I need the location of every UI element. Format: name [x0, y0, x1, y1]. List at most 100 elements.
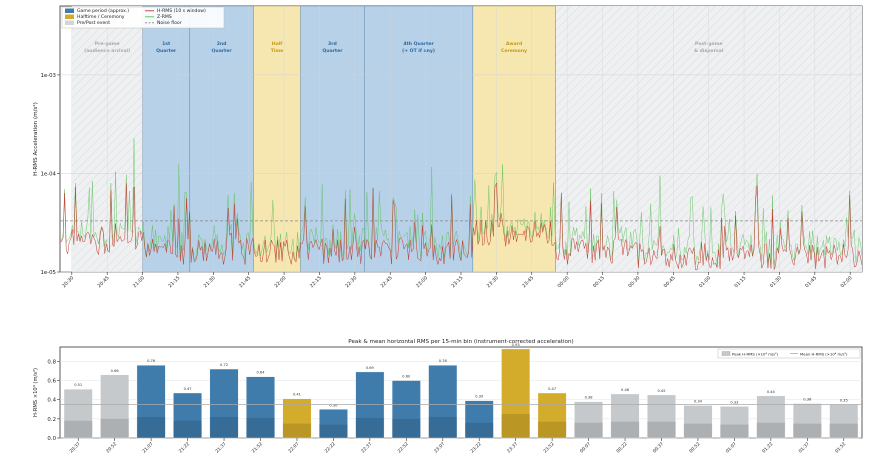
bar-data-label-21: 0.35: [840, 398, 848, 402]
x-tick-label-16: 00:30: [627, 275, 641, 289]
bar-mean-3: [173, 420, 202, 438]
x-tick-label-8: 22:30: [344, 275, 358, 289]
bar-peak-12: [501, 348, 531, 439]
bar-data-label-1: 0.66: [111, 369, 120, 373]
x-tick-label-3: 21:15: [167, 275, 181, 289]
legend-swatch-1: [65, 14, 74, 19]
bar-x-tick-label-5: 21:52: [251, 441, 264, 454]
legend-label-2: Pre/Post event: [77, 20, 110, 26]
x-tick-label-12: 23:30: [486, 275, 500, 289]
bar-x-tick-label-19: 01:22: [761, 441, 774, 454]
bar-peak-20: [792, 403, 822, 439]
bar-data-label-15: 0.46: [621, 388, 630, 392]
bar-data-label-11: 0.39: [475, 395, 484, 399]
bar-chart-title: Peak & mean horizontal RMS per 15-min bi…: [348, 339, 573, 345]
bar-data-label-12: 0.93: [512, 343, 520, 347]
bin-bar-chart: Peak & mean horizontal RMS per 15-min bi…: [33, 339, 863, 454]
period-shade-1: [142, 6, 190, 272]
x-tick-label-22: 02:00: [840, 275, 854, 289]
x-tick-label-15: 00:15: [592, 275, 606, 289]
bar-peak-11: [464, 400, 494, 439]
bar-legend-box: [717, 348, 861, 359]
bar-x-tick-label-3: 21:22: [178, 441, 191, 454]
bar-x-tick-label-11: 23:22: [469, 441, 482, 454]
bar-y-tick-label-0: 0.0: [47, 436, 56, 442]
bar-peak-19: [756, 395, 786, 439]
bar-x-tick-label-9: 22:52: [397, 441, 410, 454]
y-axis-label: H-RMS Acceleration (m/s²): [32, 102, 39, 176]
legend-swatch-2: [65, 20, 74, 25]
x-tick-label-18: 01:00: [698, 275, 712, 289]
x-tick-label-11: 23:15: [450, 275, 464, 289]
bar-x-tick-label-16: 00:37: [652, 441, 665, 454]
bar-x-tick-label-18: 01:07: [725, 441, 738, 454]
bar-peak-13: [537, 392, 567, 439]
bar-y-tick-label-3: 0.6: [47, 379, 56, 385]
x-tick-label-20: 01:30: [769, 275, 783, 289]
x-tick-label-5: 21:45: [238, 275, 252, 289]
bar-mean-12: [501, 414, 530, 438]
bar-mean-10: [428, 416, 457, 438]
bar-peak-10: [428, 365, 458, 439]
x-tick-label-13: 23:45: [521, 275, 535, 289]
bar-data-label-6: 0.41: [293, 393, 301, 397]
bar-mean-14: [574, 422, 603, 438]
bar-mean-20: [793, 423, 822, 438]
bar-x-tick-label-15: 00:22: [615, 441, 628, 454]
bar-x-tick-label-21: 01:52: [834, 441, 847, 454]
period-shade-6: [472, 6, 556, 272]
period-label-6-0: Award: [506, 41, 522, 47]
x-tick-label-9: 22:45: [380, 275, 394, 289]
legend-label-5: Noise floor: [157, 20, 182, 26]
bar-x-tick-label-1: 20:52: [105, 441, 118, 454]
bar-data-label-3: 0.47: [184, 387, 192, 391]
period-label-5-1: (+ OT if any): [402, 48, 435, 54]
bar-peak-17: [683, 405, 713, 439]
x-tick-label-19: 01:15: [733, 275, 747, 289]
bar-mean-16: [647, 421, 676, 438]
period-shade-3: [253, 6, 301, 272]
h-rms-series-line: [59, 182, 863, 270]
bar-data-label-4: 0.72: [220, 363, 228, 367]
time-series-chart: Pre-game(audience arrival)1stQuarter2ndQ…: [32, 5, 863, 289]
bar-y-tick-label-2: 0.4: [47, 398, 56, 404]
bar-peak-8: [355, 371, 385, 439]
x-tick-label-14: 00:00: [557, 275, 571, 289]
bar-mean-7: [319, 424, 348, 438]
bar-mean-11: [465, 422, 494, 438]
bar-peak-4: [209, 368, 239, 439]
bar-x-tick-label-12: 23:37: [506, 441, 519, 454]
period-label-1-0: 1st: [162, 41, 171, 47]
bar-peak-18: [719, 406, 749, 439]
x-tick-label-1: 20:45: [97, 275, 111, 289]
period-label-1-1: Quarter: [156, 48, 177, 54]
x-tick-label-17: 00:45: [663, 275, 677, 289]
x-tick-label-21: 01:45: [804, 275, 818, 289]
bar-mean-15: [610, 421, 640, 438]
bar-x-tick-label-17: 00:52: [688, 441, 701, 454]
bar-data-label-8: 0.69: [366, 366, 375, 370]
bar-data-label-19: 0.44: [767, 390, 776, 394]
period-shade-4: [300, 6, 365, 272]
y-tick-label-0: 1e-05: [40, 270, 56, 276]
bar-mean-17: [683, 423, 713, 438]
bar-peak-16: [647, 394, 676, 439]
bar-mean-6: [282, 423, 312, 438]
period-shade-2: [189, 6, 254, 272]
bar-data-label-10: 0.76: [439, 359, 448, 363]
period-label-5-0: 4th Quarter: [403, 41, 434, 47]
bar-data-label-20: 0.36: [803, 398, 812, 402]
legend-label-0: Game period (approx.): [77, 8, 129, 14]
bar-mean-21: [829, 423, 858, 438]
bar-data-label-5: 0.64: [256, 371, 265, 375]
bar-x-tick-label-7: 22:22: [324, 441, 337, 454]
bar-data-label-7: 0.30: [329, 403, 338, 407]
period-label-2-1: Quarter: [212, 48, 233, 54]
bar-peak-6: [282, 398, 312, 439]
legend-box: [61, 6, 225, 29]
bar-mean-9: [392, 418, 421, 438]
x-tick-label-4: 21:30: [203, 275, 217, 289]
bar-data-label-2: 0.76: [147, 359, 156, 363]
